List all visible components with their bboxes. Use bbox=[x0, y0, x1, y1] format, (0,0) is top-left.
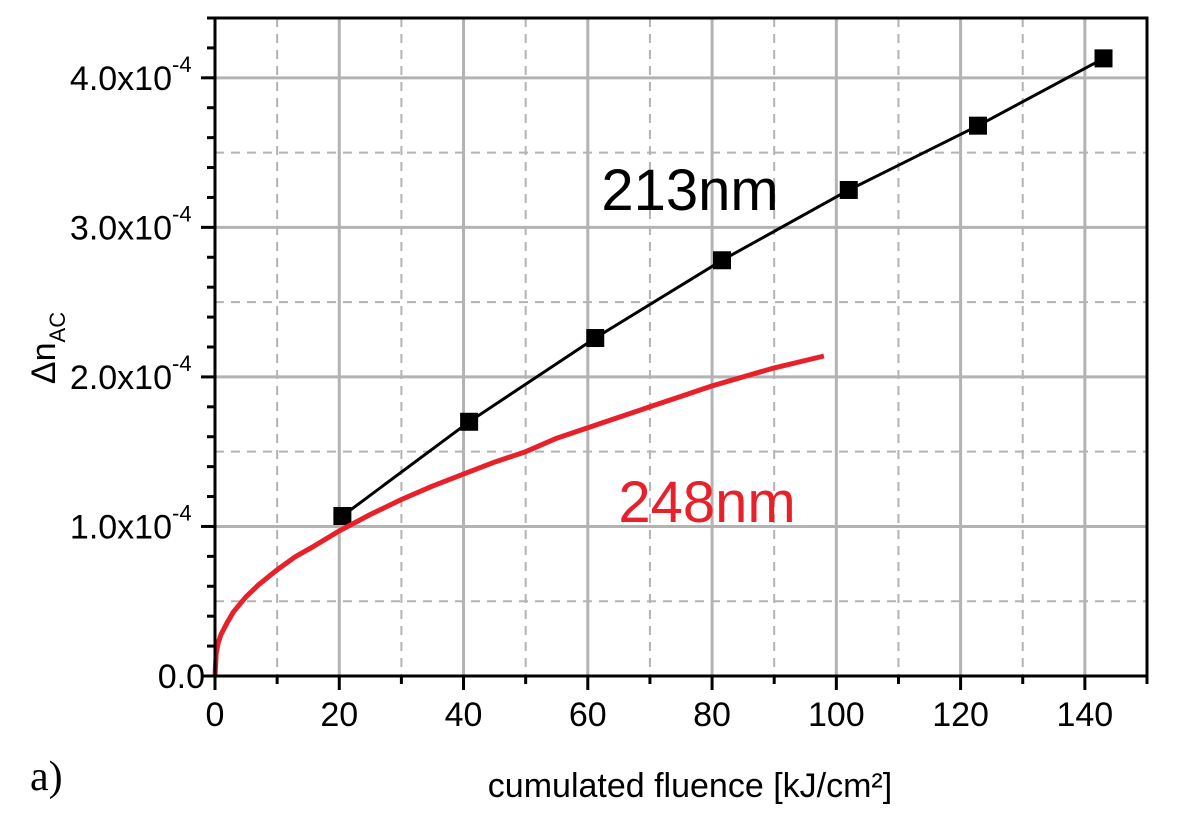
y-tick-exponent: -4 bbox=[172, 351, 192, 376]
y-tick-label: 3.0x10 bbox=[70, 209, 172, 247]
x-tick-label: 40 bbox=[445, 696, 483, 734]
x-tick-label: 0 bbox=[206, 696, 225, 734]
ticks bbox=[201, 16, 1149, 690]
x-tick-label: 20 bbox=[320, 696, 358, 734]
x-tick-label: 60 bbox=[569, 696, 607, 734]
series-213nm-point bbox=[968, 116, 987, 135]
y-tick-exponent: -4 bbox=[172, 201, 192, 226]
y-tick-exponent: -4 bbox=[172, 500, 192, 525]
x-tick-label: 140 bbox=[1056, 696, 1113, 734]
x-tick-label: 80 bbox=[693, 696, 731, 734]
y-tick-label: 1.0x10 bbox=[70, 508, 172, 546]
series-213nm-point bbox=[839, 180, 858, 199]
series-213nm-point bbox=[460, 412, 479, 431]
x-tick-label: 120 bbox=[932, 696, 989, 734]
series-248nm-line bbox=[212, 353, 825, 677]
series-label-248nm: 248nm bbox=[618, 470, 795, 535]
y-tick-exponent: -4 bbox=[172, 52, 192, 77]
series-213nm-point bbox=[333, 506, 352, 525]
y-axis-label: ΔnAC bbox=[25, 312, 70, 384]
series-213nm-point bbox=[586, 329, 605, 348]
series-label-213nm: 213nm bbox=[601, 158, 778, 223]
series-layer bbox=[212, 49, 1113, 677]
x-axis-label: cumulated fluence [kJ/cm²] bbox=[488, 767, 892, 805]
y-axis-label-main: Δn bbox=[25, 342, 63, 384]
y-tick-label: 4.0x10 bbox=[70, 60, 172, 98]
panel-label: a) bbox=[30, 754, 63, 800]
y-tick-label: 2.0x10 bbox=[70, 359, 172, 397]
series-213nm-point bbox=[1094, 49, 1113, 68]
y-axis-label-subscript: AC bbox=[45, 312, 70, 343]
x-tick-label: 100 bbox=[808, 696, 865, 734]
y-tick-label: 0.0 bbox=[158, 658, 205, 696]
series-213nm-point bbox=[713, 251, 732, 270]
